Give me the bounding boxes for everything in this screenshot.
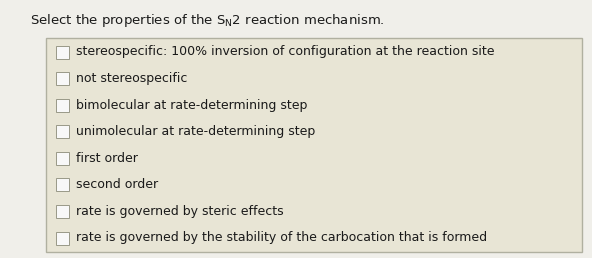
Text: second order: second order: [76, 178, 158, 191]
FancyBboxPatch shape: [46, 38, 582, 252]
FancyBboxPatch shape: [56, 205, 69, 218]
FancyBboxPatch shape: [56, 178, 69, 191]
FancyBboxPatch shape: [56, 231, 69, 245]
FancyBboxPatch shape: [56, 152, 69, 165]
Text: rate is governed by the stability of the carbocation that is formed: rate is governed by the stability of the…: [76, 231, 487, 245]
Text: stereospecific: 100% inversion of configuration at the reaction site: stereospecific: 100% inversion of config…: [76, 45, 494, 59]
Text: Select the properties of the $\mathregular{S_N}$2 reaction mechanism.: Select the properties of the $\mathregul…: [30, 12, 385, 29]
FancyBboxPatch shape: [56, 45, 69, 59]
Text: unimolecular at rate-determining step: unimolecular at rate-determining step: [76, 125, 316, 138]
Text: rate is governed by steric effects: rate is governed by steric effects: [76, 205, 284, 218]
FancyBboxPatch shape: [56, 125, 69, 138]
Text: first order: first order: [76, 152, 138, 165]
Text: bimolecular at rate-determining step: bimolecular at rate-determining step: [76, 99, 307, 112]
FancyBboxPatch shape: [56, 99, 69, 112]
Text: not stereospecific: not stereospecific: [76, 72, 188, 85]
FancyBboxPatch shape: [56, 72, 69, 85]
